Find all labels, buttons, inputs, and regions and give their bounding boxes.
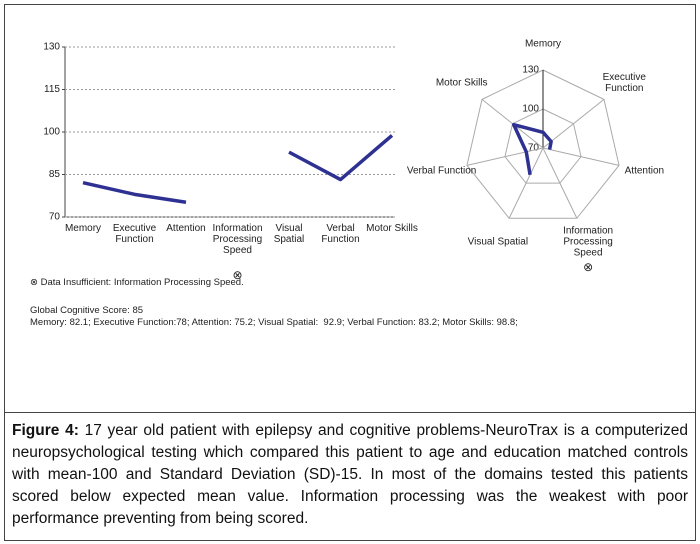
footnote: ⊗ Data Insufficient: Information Process… — [30, 277, 244, 288]
spoke — [508, 147, 544, 219]
grid-ring — [466, 69, 620, 219]
scores-line: Memory: 82.1; Executive Function:78; Att… — [30, 317, 518, 328]
axis-label: Attention — [624, 165, 665, 177]
annotation-marker: ⊗ — [232, 268, 243, 282]
caption-text: 17 year old patient with epilepsy and co… — [12, 422, 689, 527]
r-tick-label: 130 — [522, 65, 539, 76]
data-line — [288, 134, 394, 182]
grid-ring — [504, 108, 582, 184]
spoke — [466, 147, 544, 166]
data-line-closing — [511, 122, 545, 135]
axis-label: Information Processing Speed — [563, 225, 614, 259]
caption: Figure 4: 17 year old patient with epile… — [12, 420, 688, 530]
spoke — [542, 147, 578, 219]
x-tick-label: Attention — [166, 223, 206, 234]
x-tick-label: Executive Function — [112, 223, 157, 245]
y-tick-label: 70 — [49, 212, 61, 223]
x-tick-label: Memory — [64, 223, 102, 234]
axis-label: Verbal Function — [406, 165, 477, 177]
annotation-marker: ⊗ — [583, 259, 594, 274]
caption-label: Figure 4: — [12, 422, 79, 439]
axis-label: Executive Function — [602, 72, 646, 95]
x-tick-label: Visual Spatial — [273, 223, 305, 245]
y-tick-label: 85 — [49, 169, 61, 180]
y-tick-label: 100 — [43, 127, 60, 138]
axis-label: Motor Skills — [435, 77, 488, 89]
axis-label: Memory — [524, 38, 562, 50]
y-tick-label: 130 — [43, 42, 60, 53]
data-line — [512, 123, 532, 176]
data-line — [541, 131, 553, 150]
x-tick-label: Motor Skills — [366, 223, 418, 234]
global-score: Global Cognitive Score: 85 — [30, 305, 144, 316]
spoke — [542, 98, 605, 149]
spoke — [542, 147, 620, 166]
axis-label: Visual Spatial — [467, 236, 529, 248]
y-tick-label: 115 — [44, 84, 60, 95]
r-tick-label: 70 — [528, 143, 540, 154]
x-tick-label: Verbal Function — [321, 223, 360, 245]
x-tick-label: Information Processing Speed — [212, 223, 263, 256]
data-line — [82, 181, 187, 204]
r-tick-label: 100 — [522, 104, 539, 115]
caption-frame — [4, 412, 696, 541]
